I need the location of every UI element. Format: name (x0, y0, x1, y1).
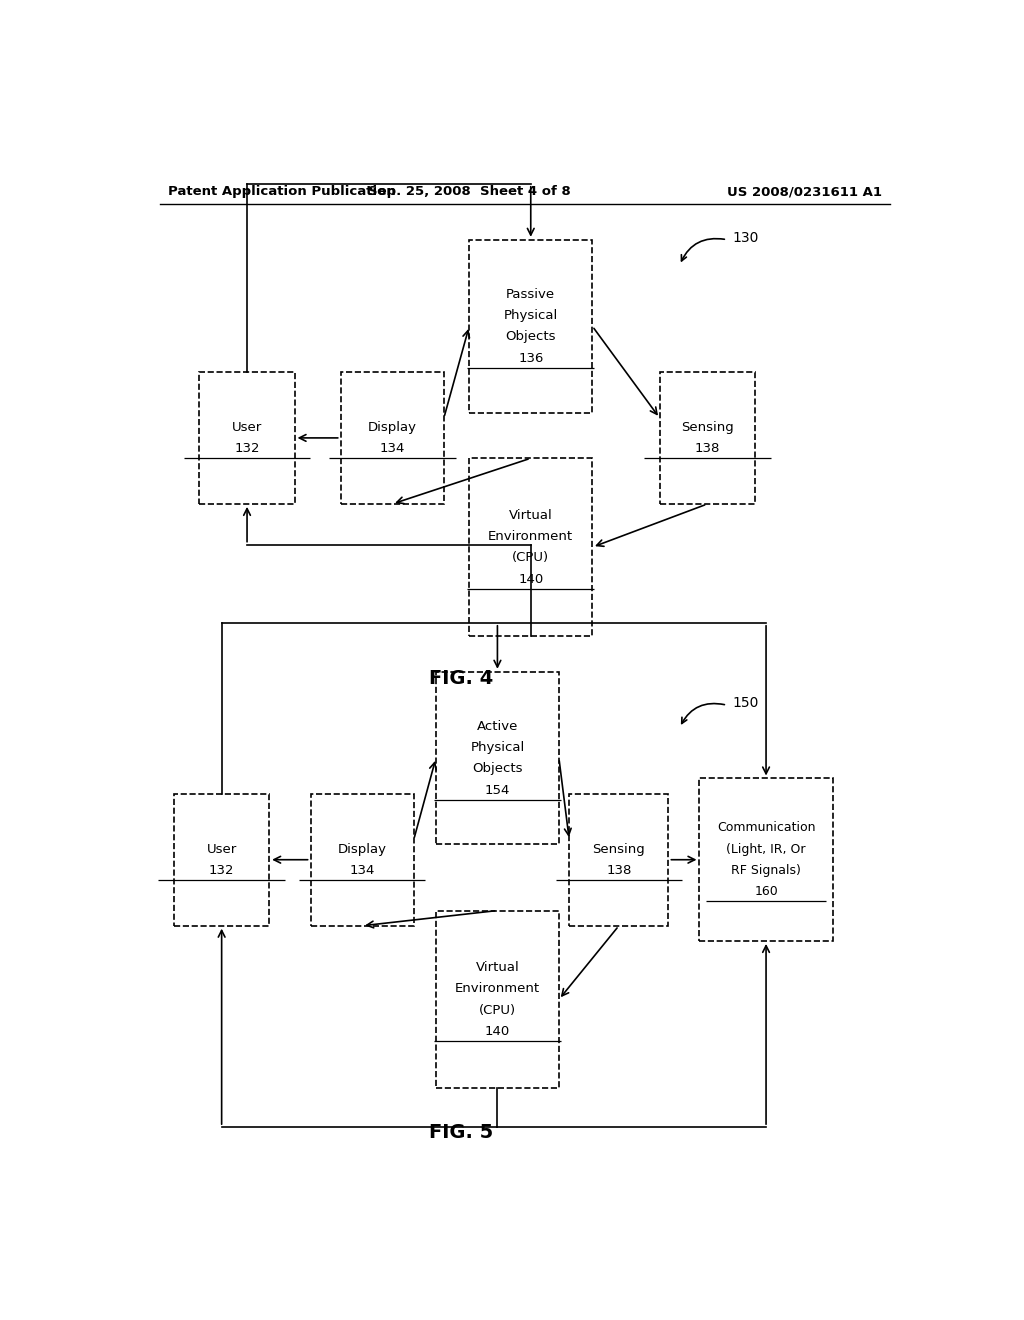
Text: 134: 134 (349, 863, 375, 876)
Text: 130: 130 (733, 231, 759, 244)
Text: User: User (207, 842, 237, 855)
Text: US 2008/0231611 A1: US 2008/0231611 A1 (727, 185, 882, 198)
Text: Objects: Objects (472, 762, 522, 775)
FancyBboxPatch shape (310, 793, 414, 925)
Text: FIG. 5: FIG. 5 (429, 1122, 494, 1142)
Text: Passive: Passive (506, 288, 555, 301)
Text: (Light, IR, Or: (Light, IR, Or (726, 842, 806, 855)
Text: Virtual: Virtual (475, 961, 519, 974)
FancyBboxPatch shape (341, 372, 443, 504)
FancyBboxPatch shape (569, 793, 669, 925)
Text: Active: Active (477, 719, 518, 733)
Text: 150: 150 (733, 696, 759, 710)
Text: 132: 132 (209, 863, 234, 876)
Text: Physical: Physical (470, 741, 524, 754)
Text: User: User (231, 421, 262, 434)
Text: Patent Application Publication: Patent Application Publication (168, 185, 395, 198)
Text: Display: Display (338, 842, 387, 855)
Text: Sep. 25, 2008  Sheet 4 of 8: Sep. 25, 2008 Sheet 4 of 8 (368, 185, 570, 198)
Text: 160: 160 (755, 886, 778, 898)
Text: Virtual: Virtual (509, 508, 553, 521)
FancyBboxPatch shape (469, 240, 592, 412)
Text: 140: 140 (484, 1026, 510, 1038)
Text: 132: 132 (234, 442, 260, 455)
Text: 154: 154 (484, 784, 510, 796)
Text: 138: 138 (606, 863, 632, 876)
Text: 134: 134 (380, 442, 404, 455)
Text: 138: 138 (694, 442, 720, 455)
FancyBboxPatch shape (659, 372, 755, 504)
Text: 140: 140 (518, 573, 544, 586)
Text: Environment: Environment (455, 982, 540, 995)
Text: Physical: Physical (504, 309, 558, 322)
Text: Display: Display (368, 421, 417, 434)
FancyBboxPatch shape (436, 672, 559, 845)
Text: FIG. 4: FIG. 4 (429, 669, 494, 688)
FancyBboxPatch shape (174, 793, 269, 925)
Text: (CPU): (CPU) (512, 552, 549, 565)
FancyBboxPatch shape (699, 779, 833, 941)
Text: Sensing: Sensing (593, 842, 645, 855)
Text: (CPU): (CPU) (479, 1003, 516, 1016)
Text: Environment: Environment (488, 531, 573, 543)
Text: Objects: Objects (506, 330, 556, 343)
Text: Sensing: Sensing (681, 421, 734, 434)
FancyBboxPatch shape (436, 911, 559, 1089)
Text: Communication: Communication (717, 821, 815, 834)
FancyBboxPatch shape (469, 458, 592, 636)
Text: RF Signals): RF Signals) (731, 863, 801, 876)
Text: 136: 136 (518, 351, 544, 364)
FancyBboxPatch shape (200, 372, 295, 504)
